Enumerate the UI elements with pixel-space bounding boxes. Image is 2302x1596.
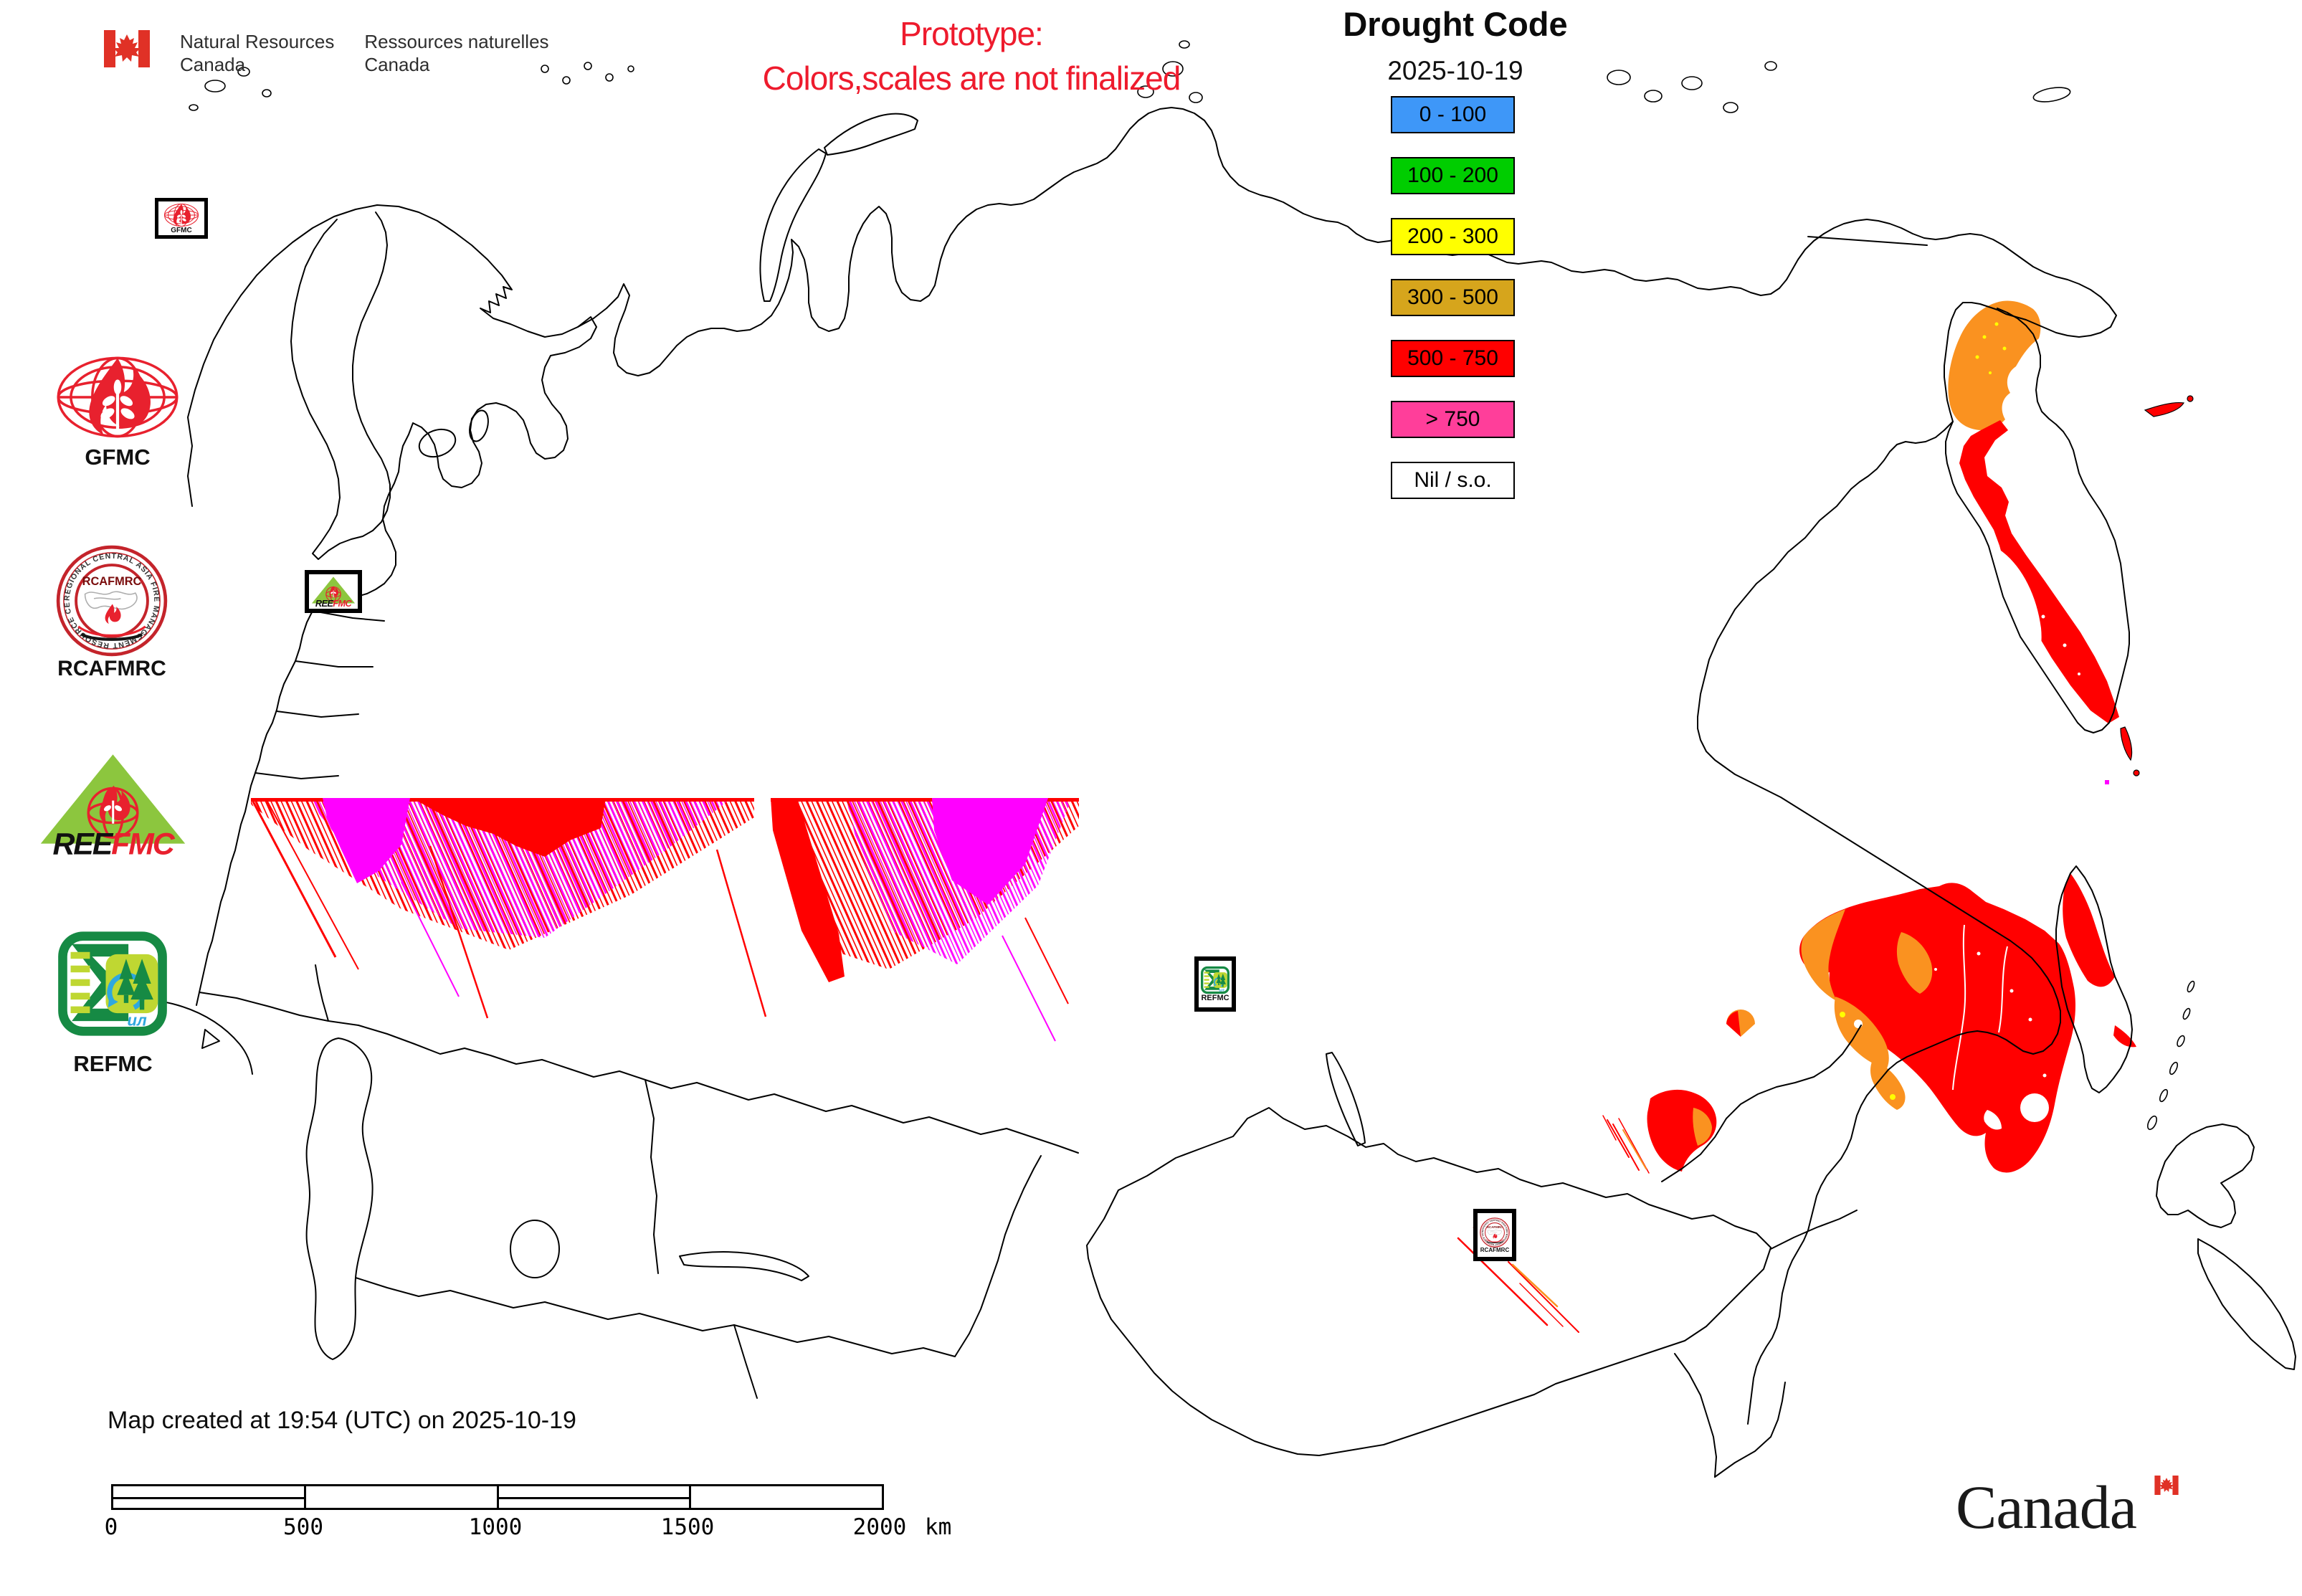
- drought-area-amur: [1647, 873, 2136, 1173]
- rcafmrc-logo-icon: [1480, 1217, 1510, 1248]
- nrcan-signature: Natural Resources Canada Ressources natu…: [104, 30, 549, 76]
- marker-refmc-label: REFMC: [1201, 994, 1230, 1002]
- prototype-notice: Prototype: Colors,scales are not finaliz…: [681, 11, 1262, 100]
- marker-gfmc-label: GFMC: [171, 226, 192, 234]
- scale-segment-2: [306, 1486, 499, 1508]
- legend-item-200-300: 200 - 300: [1391, 218, 1515, 255]
- reefmc-logo-icon: [310, 576, 356, 608]
- legend-item-500-750: 500 - 750: [1391, 340, 1515, 377]
- reefmc-logo-icon: [36, 751, 190, 859]
- canada-flag-icon: [104, 30, 150, 67]
- scale-segment-4: [691, 1486, 882, 1508]
- scale-tick-0: 0: [104, 1514, 118, 1540]
- legend-item-0-100: 0 - 100: [1391, 96, 1515, 133]
- drought-area-kamchatka: [1948, 300, 2194, 784]
- gfmc-logo-icon: [161, 203, 202, 227]
- legend-date: 2025-10-19: [1387, 56, 1523, 85]
- nrcan-fr-line2: Canada: [364, 54, 430, 75]
- legend: 0 - 100 100 - 200 200 - 300 300 - 500 50…: [1391, 96, 1515, 523]
- map-marker-rcafmrc: RCAFMRC: [1473, 1209, 1516, 1261]
- scale-segment-3: [498, 1486, 692, 1508]
- nrcan-fr-line1: Ressources naturelles: [364, 31, 549, 52]
- prototype-line1: Prototype:: [900, 15, 1044, 52]
- prototype-line2: Colors,scales are not finalized: [762, 60, 1181, 97]
- refmc-logo-icon: [56, 929, 169, 1038]
- legend-title: Drought Code: [1343, 5, 1568, 43]
- nrcan-english: Natural Resources Canada: [180, 30, 334, 76]
- rcafmrc-logo-icon: [56, 545, 168, 657]
- gfmc-caption: GFMC: [85, 445, 151, 470]
- wordmark-flag-icon: [2154, 1476, 2179, 1495]
- drought-overlay: [251, 300, 2194, 1333]
- map-marker-refmc: REFMC: [1194, 956, 1236, 1012]
- legend-item-gt750: > 750: [1391, 401, 1515, 438]
- nrcan-en-line2: Canada: [180, 54, 246, 75]
- legend-item-nil: Nil / s.o.: [1391, 462, 1515, 499]
- drought-hatch-clusters: [1457, 1115, 1650, 1333]
- scale-unit: km: [925, 1514, 952, 1540]
- drought-streaks-west: [251, 798, 1079, 1042]
- map-marker-reefmc: [305, 570, 362, 613]
- canada-wordmark: Canada: [1956, 1473, 2137, 1542]
- map-created-text: Map created at 19:54 (UTC) on 2025-10-19: [108, 1407, 576, 1434]
- map-marker-gfmc: GFMC: [155, 198, 208, 239]
- scale-tick-1500: 1500: [660, 1514, 715, 1540]
- marker-rcafmrc-label: RCAFMRC: [1480, 1246, 1510, 1253]
- rcafmrc-caption: RCAFMRC: [57, 657, 166, 680]
- scale-bar: [111, 1484, 884, 1510]
- legend-item-300-500: 300 - 500: [1391, 279, 1515, 316]
- scale-tick-500: 500: [283, 1514, 323, 1540]
- scale-tick-1000: 1000: [468, 1514, 523, 1540]
- nrcan-french: Ressources naturelles Canada: [364, 30, 548, 76]
- scale-tick-2000: 2000: [852, 1514, 907, 1540]
- refmc-logo-icon: [1200, 966, 1230, 994]
- nrcan-en-line1: Natural Resources: [180, 31, 335, 52]
- gfmc-logo-icon: [54, 354, 181, 440]
- country-borders: [101, 40, 2296, 1478]
- legend-item-100-200: 100 - 200: [1391, 157, 1515, 194]
- refmc-caption: REFMC: [73, 1051, 153, 1076]
- scale-segment-1: [113, 1486, 306, 1508]
